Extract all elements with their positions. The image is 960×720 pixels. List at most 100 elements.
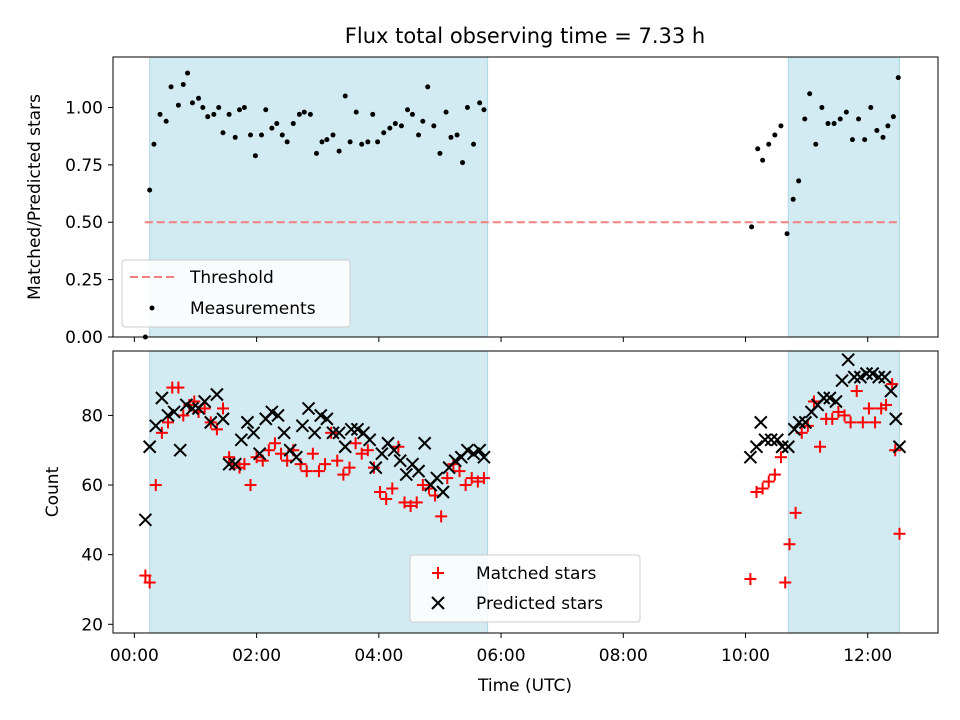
predicted-star-point xyxy=(792,415,806,430)
measurement-point xyxy=(868,104,874,110)
predicted-star-stroke-b xyxy=(399,467,414,482)
predicted-star-point xyxy=(320,412,334,426)
matched-star-point xyxy=(756,482,769,495)
measurements-legend-swatch xyxy=(149,305,155,311)
predicted-star-stroke-b xyxy=(271,408,285,423)
measurement-point xyxy=(443,109,449,115)
matched-star-point xyxy=(217,402,229,415)
measurement-point xyxy=(381,130,387,136)
predicted-star-point xyxy=(781,440,795,454)
predicted-star-point xyxy=(436,485,450,499)
predicted-star-point xyxy=(210,387,224,402)
predicted-star-stroke-b xyxy=(758,433,772,447)
measurement-point xyxy=(205,114,211,120)
matched-star-point xyxy=(139,569,152,582)
predicted-star-stroke-b xyxy=(179,398,194,412)
predicted-star-stroke-b xyxy=(307,426,322,440)
predicted-star-stroke-b xyxy=(781,440,795,454)
matched-star-point xyxy=(465,472,478,485)
predicted-star-stroke-b xyxy=(277,426,291,440)
predicted-star-stroke-b xyxy=(787,422,802,437)
bottom-y-tick-label: 20 xyxy=(81,615,103,635)
measurement-point xyxy=(353,109,359,115)
predicted-star-point xyxy=(155,391,169,405)
measurement-point xyxy=(825,121,831,127)
predicted-star-point xyxy=(185,401,200,416)
bottom-y-tick-label: 40 xyxy=(81,546,103,566)
predicted-star-point xyxy=(448,453,462,468)
measurement-point xyxy=(481,107,487,113)
measurement-point xyxy=(274,121,280,127)
predicted-star-point xyxy=(749,440,764,454)
top-y-tick-label: 0.75 xyxy=(65,156,103,176)
measurement-point xyxy=(425,84,431,90)
measurement-points xyxy=(142,70,901,340)
matched-star-point xyxy=(832,405,845,418)
matched-star-point xyxy=(337,468,350,481)
measurement-point xyxy=(807,91,813,97)
count-points xyxy=(138,352,907,589)
predicted-star-point xyxy=(764,433,778,447)
matched-star-point xyxy=(319,458,332,471)
matched-star-point xyxy=(789,506,802,519)
matched-star-point xyxy=(380,492,393,505)
bottom-y-tick-label: 80 xyxy=(81,406,103,426)
predicted-star-stroke-b xyxy=(847,370,861,384)
matched-star-point xyxy=(210,423,223,436)
predicted-star-point xyxy=(743,450,758,464)
predicted-star-stroke-b xyxy=(878,370,892,384)
predicted-star-point xyxy=(411,464,426,478)
top-y-tick-label: 1.00 xyxy=(65,98,103,118)
predicted-star-point xyxy=(271,408,285,423)
measurement-point xyxy=(862,137,868,143)
measurement-point xyxy=(259,132,264,138)
measurement-point xyxy=(849,137,855,143)
measurement-point xyxy=(831,121,837,127)
predicted-star-point xyxy=(841,352,855,367)
predicted-star-point xyxy=(375,446,389,461)
measurement-point xyxy=(185,70,191,76)
matched-star-point xyxy=(893,527,906,540)
predicted-star-stroke-b xyxy=(835,373,849,388)
matched-star-point xyxy=(349,437,362,450)
measurement-point xyxy=(416,132,422,138)
measurement-point xyxy=(448,134,454,140)
predicted-star-point xyxy=(295,419,310,433)
predicted-star-point xyxy=(246,426,261,440)
matched-star-point xyxy=(880,398,893,411)
predicted-star-point xyxy=(369,460,383,475)
matched-star-point xyxy=(275,447,288,460)
predicted-star-stroke-b xyxy=(381,436,395,450)
predicted-star-stroke-b xyxy=(466,446,481,461)
predicted-star-stroke-b xyxy=(142,440,157,454)
matched-star-point xyxy=(262,444,275,457)
predicted-star-stroke-b xyxy=(892,440,907,454)
predicted-star-point xyxy=(216,412,230,426)
matched-star-point xyxy=(856,416,869,429)
predicted-star-stroke-b xyxy=(472,443,487,457)
measurement-point xyxy=(760,157,766,163)
matched-star-point xyxy=(886,378,899,391)
predicted-star-point xyxy=(167,405,181,419)
predicted-star-stroke-b xyxy=(314,408,328,423)
matched-star-point xyxy=(404,499,417,512)
predicted-star-point xyxy=(477,450,491,464)
measurement-point xyxy=(387,125,393,131)
predicted-star-stroke-b xyxy=(265,405,279,419)
predicted-star-stroke-b xyxy=(775,440,789,454)
predicted-star-stroke-b xyxy=(411,464,426,478)
predicted-star-point xyxy=(878,370,892,384)
x-tick-label: 08:00 xyxy=(599,646,648,666)
measurement-point xyxy=(200,104,206,110)
predicted-star-point xyxy=(835,373,849,388)
measurement-point xyxy=(392,121,398,127)
x-tick-label: 10:00 xyxy=(721,646,770,666)
matched-star-point xyxy=(783,538,796,551)
matched-star-point xyxy=(143,576,156,589)
measurement-point xyxy=(819,104,825,110)
predicted-star-point xyxy=(754,415,768,430)
predicted-star-point xyxy=(393,453,407,468)
predicted-star-point xyxy=(460,443,475,457)
matched-star-point xyxy=(779,576,792,589)
measurement-point xyxy=(437,150,443,156)
